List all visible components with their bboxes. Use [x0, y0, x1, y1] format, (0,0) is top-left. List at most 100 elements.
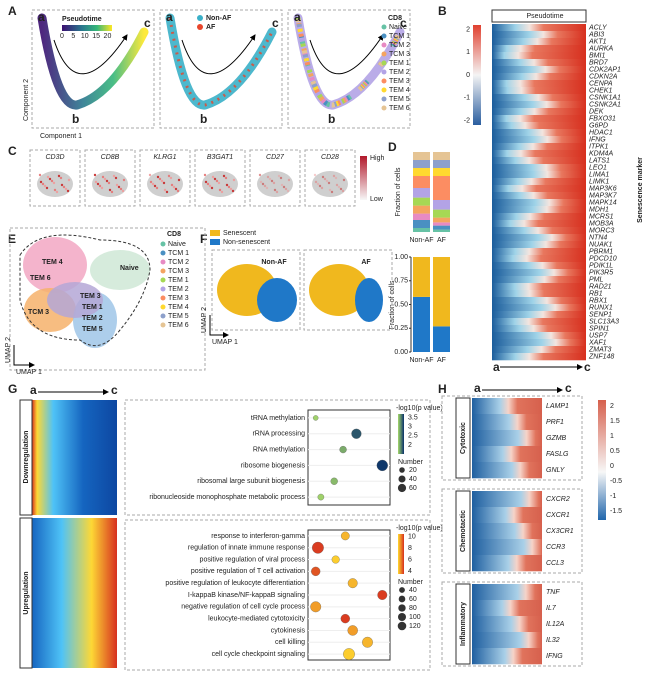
stack-segment — [433, 225, 450, 230]
panel-label: F — [200, 232, 207, 246]
heatmap — [32, 400, 117, 515]
gene-label: GNLY — [546, 467, 566, 474]
dot — [347, 625, 358, 636]
legend-swatch — [381, 78, 387, 84]
legend-swatch — [381, 24, 387, 30]
cell-cloud — [37, 171, 73, 197]
panel-label: E — [8, 232, 16, 246]
dot — [311, 566, 321, 576]
legend-swatch — [381, 96, 387, 102]
block-frame — [19, 517, 33, 669]
axis-label: a — [474, 381, 481, 395]
gene-label: CSNK1A1 — [589, 94, 621, 101]
axis-label: UMAP 1 — [16, 369, 42, 376]
term-label: ribosome biogenesis — [241, 462, 306, 469]
expr-dot — [328, 188, 332, 192]
gene-label: MAPK14 — [589, 199, 617, 206]
size-key — [399, 587, 405, 593]
gene-label: AURKA — [588, 45, 613, 52]
cluster-label: TEM 1 — [82, 304, 103, 311]
cluster-label: TEM 2 — [82, 315, 103, 322]
expr-dot — [163, 188, 167, 192]
stack-segment — [433, 222, 450, 226]
stack-segment — [413, 152, 430, 160]
expr-dot — [45, 186, 49, 190]
heatmap-row — [492, 346, 586, 354]
cells-nonsenescent — [355, 278, 383, 322]
gene-label: PBRM1 — [589, 248, 613, 255]
gene-label: TNF — [546, 589, 560, 596]
gene-label: CDKN2A — [589, 73, 618, 80]
colorbar-tick: 10 — [408, 534, 416, 541]
legend-label: TEM 6 — [168, 322, 189, 329]
gene-label: USP7 — [589, 332, 608, 339]
expr-dot — [272, 181, 276, 185]
dot — [343, 648, 355, 660]
gene-label: RB1 — [589, 290, 603, 297]
colorbar-tick: 0 — [610, 463, 614, 470]
heatmap-row — [472, 600, 542, 617]
size-key-label: 40 — [409, 587, 417, 594]
legend-swatch — [381, 42, 387, 48]
colorbar — [398, 414, 404, 454]
gene-label: B3GAT1 — [207, 154, 233, 161]
heatmap-row — [492, 241, 586, 249]
stack-segment — [413, 296, 430, 352]
heatmap-row — [492, 150, 586, 158]
gene-label: ZMAT3 — [588, 346, 612, 353]
cluster-label: TEM 4 — [42, 259, 63, 266]
panel-label: D — [388, 140, 397, 154]
heatmap-row — [492, 283, 586, 291]
expr-dot — [176, 189, 180, 193]
y-tick-label: 1.00 — [394, 254, 408, 261]
heatmap-row — [492, 311, 586, 319]
stack-segment — [413, 188, 430, 198]
heatmap-row — [472, 632, 542, 649]
expr-dot — [162, 181, 166, 185]
axis-label: c — [565, 381, 572, 395]
legend-label: TEM 4 — [389, 87, 410, 94]
legend-swatch — [381, 51, 387, 57]
expr-dot — [151, 182, 155, 186]
stack-segment — [433, 160, 450, 168]
heatmap-row — [492, 234, 586, 242]
heatmap-row — [492, 59, 586, 67]
size-key-label: 100 — [409, 614, 421, 621]
legend-label: TEM 3 — [168, 295, 189, 302]
group-frame — [441, 581, 583, 667]
heatmap-row — [492, 269, 586, 277]
expr-dot — [169, 176, 173, 180]
heatmap-row — [492, 122, 586, 130]
plot-frame — [287, 9, 411, 129]
heatmap-row — [492, 304, 586, 312]
x-tick-label: Non-AF — [409, 357, 433, 364]
cluster-label: TCM 3 — [28, 309, 49, 316]
legend-label: Non-AF — [206, 15, 232, 22]
colorbar-tick: -1 — [464, 95, 470, 102]
legend-label: AF — [206, 24, 216, 31]
dot — [351, 428, 362, 439]
point-label: c — [144, 16, 151, 30]
legend-title: Pseudotime — [62, 16, 102, 23]
stack-segment — [413, 213, 430, 220]
heatmap-row — [492, 80, 586, 88]
stack-segment — [413, 257, 430, 297]
expr-dot — [60, 183, 64, 187]
panel-frame — [124, 519, 431, 671]
gene-label: LATS1 — [589, 157, 610, 164]
cell-cloud — [147, 171, 183, 197]
expr-dot — [270, 179, 274, 183]
expr-dot — [218, 188, 222, 192]
term-label: RNA methylation — [253, 446, 305, 453]
expr-dot — [222, 174, 226, 178]
stack-segment — [413, 176, 430, 188]
heatmap-row — [472, 523, 542, 540]
legend-label: TCM 2 — [168, 259, 189, 266]
panel-label: C — [8, 144, 17, 158]
trajectory-arrow — [53, 34, 128, 75]
expr-dot — [316, 182, 320, 186]
axis-label: Upregulation — [23, 571, 30, 614]
expr-dot — [112, 174, 116, 178]
heatmap-row — [472, 491, 542, 508]
